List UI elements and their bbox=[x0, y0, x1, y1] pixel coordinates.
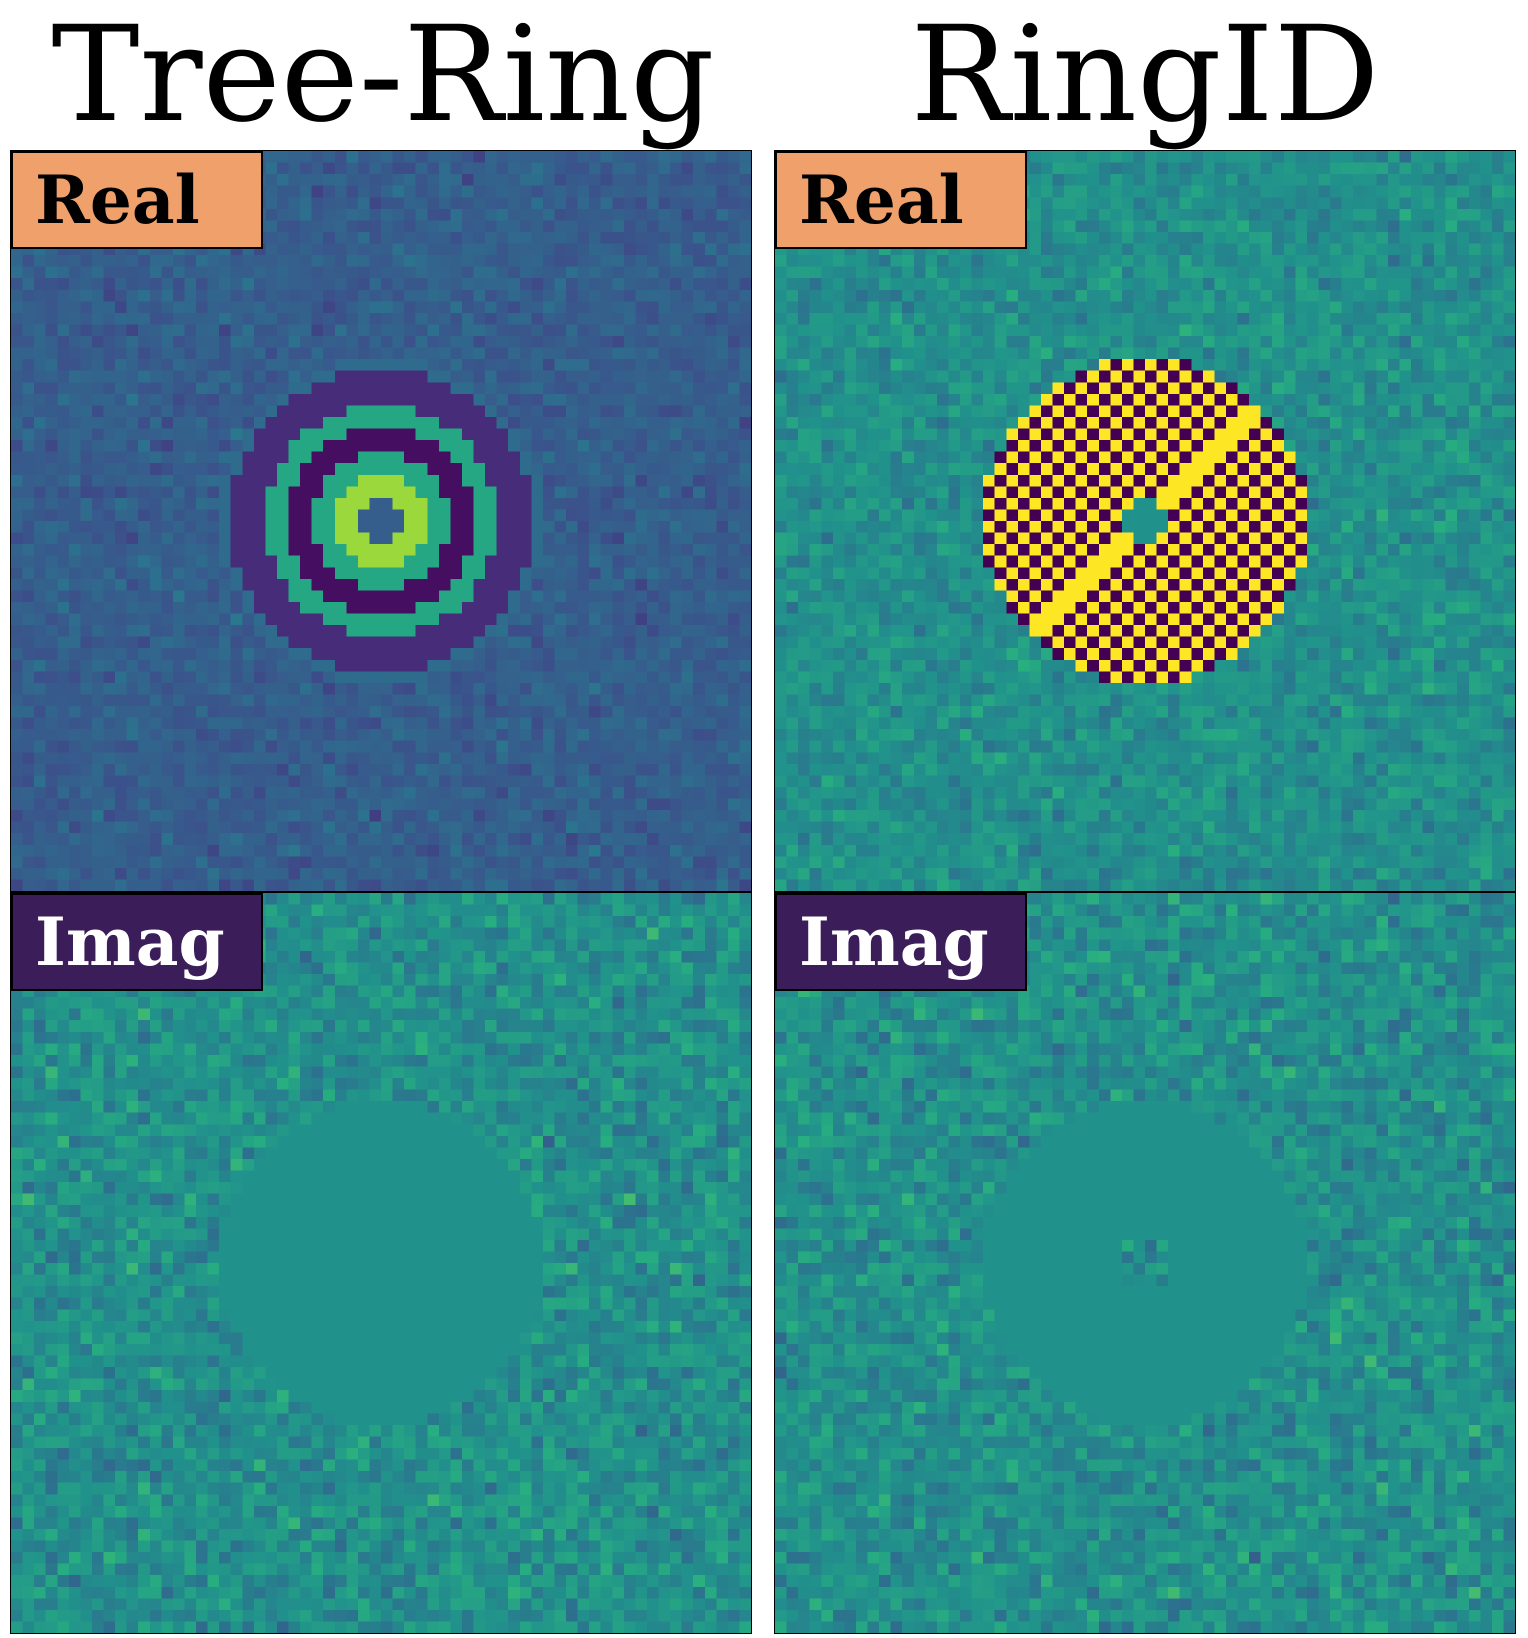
real-label-badge: Real bbox=[11, 151, 263, 249]
tree-ring-real-heatmap bbox=[11, 151, 751, 891]
column-title-ringid: RingID bbox=[910, 0, 1380, 152]
real-label-badge: Real bbox=[775, 151, 1027, 249]
tree-ring-real-panel: Real bbox=[10, 150, 752, 892]
imag-label-badge: Imag bbox=[11, 893, 263, 991]
ringid-real-panel: Real bbox=[774, 150, 1516, 892]
ringid-real-heatmap bbox=[775, 151, 1515, 891]
tree-ring-imag-heatmap bbox=[11, 893, 751, 1633]
ringid-imag-heatmap bbox=[775, 893, 1515, 1633]
imag-label-badge: Imag bbox=[775, 893, 1027, 991]
tree-ring-imag-panel: Imag bbox=[10, 892, 752, 1634]
column-title-tree-ring: Tree-Ring bbox=[51, 0, 715, 152]
ringid-imag-panel: Imag bbox=[774, 892, 1516, 1634]
